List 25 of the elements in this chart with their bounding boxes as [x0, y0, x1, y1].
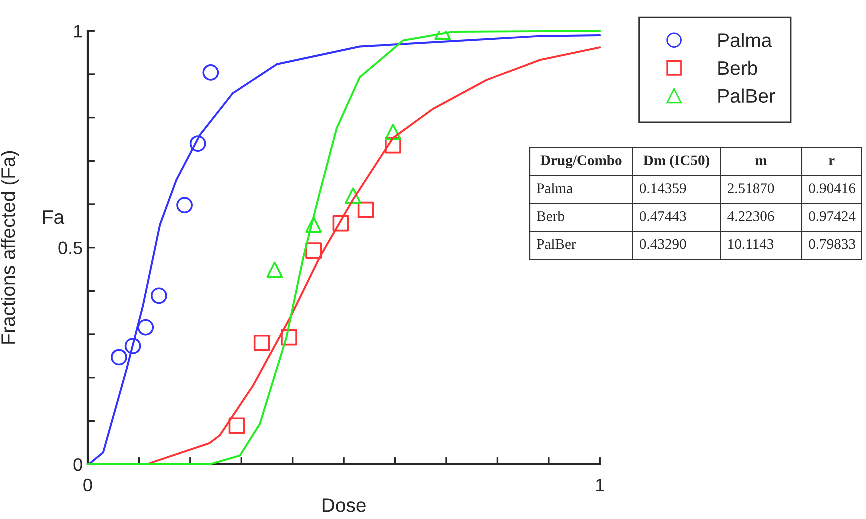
text: 4.22306 [728, 211, 774, 222]
text: 2.51870 [728, 184, 774, 194]
text: Dm (IC50) [644, 155, 710, 168]
legend-label: Palma [718, 33, 772, 48]
text: 0.14359 [640, 184, 686, 194]
text: 0.90416 [809, 184, 856, 194]
text: 10.1143 [728, 239, 774, 250]
y-tick-label: 0 [74, 458, 82, 472]
y-axis-title: Fractions affected (Fa) [1, 151, 20, 344]
text: 0.43290 [640, 239, 686, 250]
text: 0.97424 [809, 211, 856, 222]
annotation: Berb [537, 211, 564, 222]
y-tick-label: 1 [74, 25, 82, 38]
annotation: Drug/Combo [540, 155, 622, 169]
text: r [828, 158, 835, 166]
text: 0.79833 [809, 239, 856, 250]
text: 0.47443 [640, 211, 686, 222]
text: m [756, 158, 768, 166]
y-tick-label: 0.5 [58, 242, 82, 255]
annotation: PalBer [537, 238, 576, 250]
annotation: Palma [537, 183, 573, 194]
legend-label: PalBer [718, 88, 776, 104]
legend-label: Berb [718, 60, 758, 76]
x-axis-title: Dose [322, 498, 366, 512]
text: Fa [43, 210, 65, 224]
